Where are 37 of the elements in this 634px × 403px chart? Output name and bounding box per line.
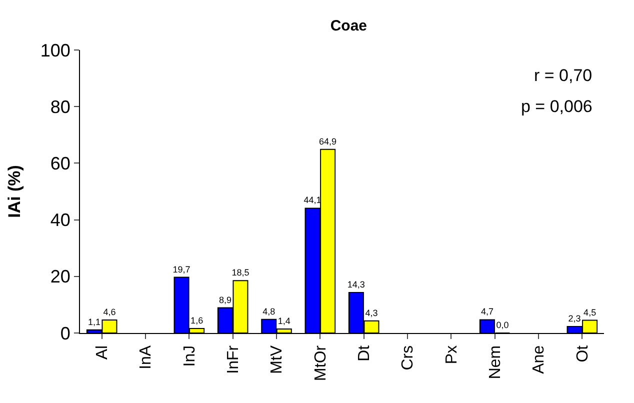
x-tick-label: InJ	[181, 345, 198, 367]
data-label: 64,9	[319, 136, 337, 146]
x-tick-label: MtV	[268, 345, 286, 374]
y-tick-label: 80	[50, 96, 70, 117]
x-tick-label: Nem	[487, 345, 504, 380]
y-tick-label: 40	[50, 210, 70, 230]
data-label: 4,5	[584, 307, 596, 318]
x-tick-label: Dt	[356, 344, 374, 362]
data-label: 4,3	[365, 308, 378, 318]
x-tick-label: Crs	[400, 345, 417, 370]
data-label: 4,6	[103, 306, 116, 317]
data-label: 0,0	[496, 320, 509, 330]
x-tick-label: Px	[443, 345, 460, 364]
x-tick-label: InFr	[225, 344, 242, 374]
data-label: 1,4	[278, 316, 290, 326]
annotation: r = 0,70	[534, 66, 592, 85]
x-tick-label: InA	[138, 345, 155, 370]
data-label: 4,8	[262, 306, 276, 316]
x-tick-label: Ane	[530, 345, 548, 374]
chart-title: Coae	[330, 18, 368, 35]
data-label: 18,5	[232, 268, 250, 278]
data-label: 19,7	[172, 264, 190, 274]
annotation: p = 0,006	[521, 97, 592, 116]
x-tick-label: MtOr	[312, 344, 330, 381]
data-label: 2,3	[568, 313, 581, 324]
x-tick-label: Ot	[574, 344, 592, 362]
data-label: 4,7	[480, 306, 494, 317]
data-label: 14,3	[347, 280, 365, 290]
data-label: 8,9	[218, 294, 232, 305]
y-tick-label: 100	[40, 40, 70, 60]
y-tick-label: 20	[50, 266, 70, 287]
data-label: 1,1	[88, 316, 100, 327]
data-label: 1,6	[190, 315, 204, 326]
y-tick-label: 0	[60, 323, 70, 344]
y-axis-title: IAi (%)	[4, 165, 24, 218]
y-tick-label: 60	[50, 154, 70, 174]
x-tick-label: Al	[94, 345, 112, 360]
